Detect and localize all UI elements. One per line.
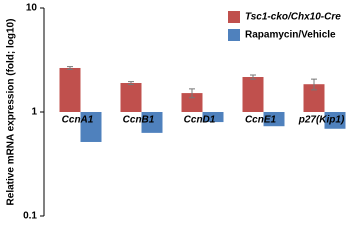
legend-swatch [228,11,240,23]
error-bar [250,74,256,80]
bar [59,67,81,112]
bar [303,84,325,112]
error-bar [189,88,195,99]
chart: Relative mRNA expression (fold; log10) 0… [6,3,346,222]
bar [80,112,102,142]
category-label: CcnE1 [245,115,277,126]
legend-label: Tsc1-cko/Chx10-Cre [245,12,341,23]
error-bar [128,81,134,85]
category-label: CcnD1 [184,115,216,126]
error-bar [311,78,317,91]
bar [242,77,264,112]
category-label: CcnA1 [62,115,94,126]
y-axis-label: Relative mRNA expression (fold; log10) [6,19,17,206]
bar [263,112,285,127]
legend-label: Rapamycin/Vehicle [245,30,336,41]
category-label: p27(Kip1) [298,115,345,126]
legend-swatch [228,29,240,41]
error-bar [67,66,73,70]
bar [202,112,224,123]
bar [141,112,163,133]
y-tick-label: 0.1 [23,211,37,222]
bar [120,83,142,112]
category-label: CcnB1 [123,115,155,126]
y-tick-label: 1 [31,107,37,118]
bar [181,93,203,112]
bar [324,112,346,129]
y-tick-label: 10 [26,3,38,14]
